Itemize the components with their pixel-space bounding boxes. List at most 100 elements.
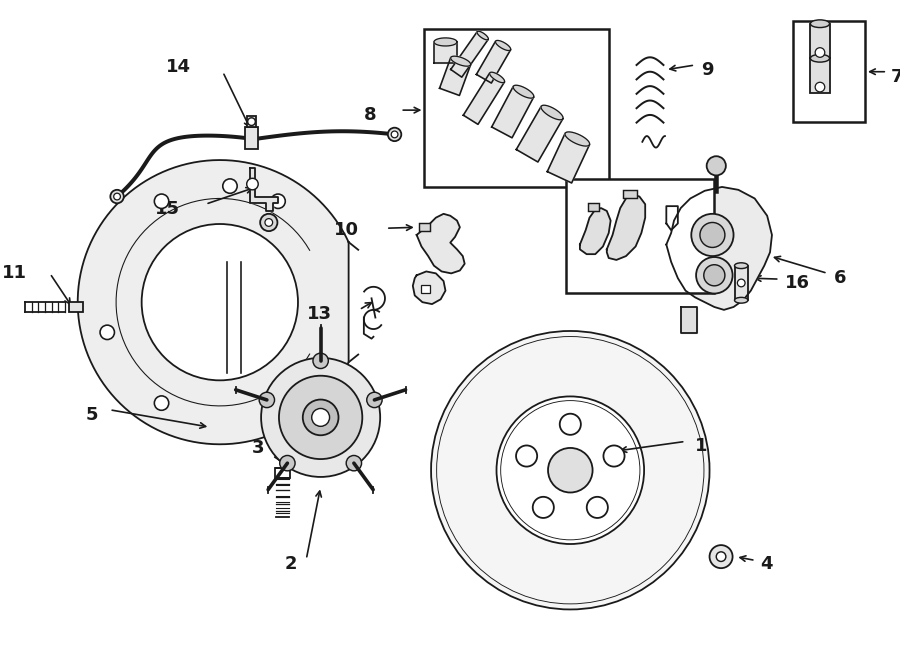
Circle shape: [706, 156, 726, 175]
Circle shape: [271, 194, 285, 208]
Circle shape: [223, 179, 238, 193]
Circle shape: [279, 375, 363, 459]
Circle shape: [700, 223, 725, 247]
Circle shape: [247, 178, 258, 190]
Circle shape: [260, 214, 277, 231]
Text: 15: 15: [155, 200, 179, 218]
Polygon shape: [607, 194, 645, 260]
Polygon shape: [434, 42, 457, 63]
Bar: [274, 468, 290, 478]
Text: 3: 3: [251, 439, 264, 457]
Text: 1: 1: [695, 437, 707, 455]
Circle shape: [560, 414, 580, 435]
Text: 8: 8: [364, 106, 376, 124]
Circle shape: [154, 194, 168, 208]
Circle shape: [587, 497, 608, 518]
Circle shape: [388, 128, 401, 141]
Circle shape: [346, 455, 362, 471]
Circle shape: [248, 118, 256, 126]
Circle shape: [259, 392, 274, 408]
Circle shape: [691, 214, 734, 256]
Polygon shape: [477, 31, 489, 40]
Bar: [810, 24, 830, 58]
Text: 16: 16: [786, 274, 810, 292]
Circle shape: [716, 552, 726, 561]
Circle shape: [311, 408, 329, 426]
Circle shape: [696, 257, 733, 293]
Circle shape: [392, 131, 398, 137]
Text: 5: 5: [86, 405, 98, 424]
Polygon shape: [541, 105, 563, 120]
Bar: [247, 116, 256, 128]
Circle shape: [261, 358, 380, 477]
Text: 13: 13: [307, 305, 332, 323]
Circle shape: [516, 446, 537, 467]
Circle shape: [548, 448, 592, 492]
Circle shape: [113, 193, 121, 200]
Polygon shape: [666, 206, 678, 230]
Polygon shape: [680, 307, 698, 333]
Text: 12: 12: [745, 235, 770, 254]
Polygon shape: [417, 214, 464, 274]
Polygon shape: [249, 168, 278, 211]
Circle shape: [815, 48, 824, 58]
Polygon shape: [476, 41, 510, 83]
Bar: [810, 58, 830, 93]
Bar: [418, 223, 430, 231]
Polygon shape: [451, 32, 488, 77]
Circle shape: [431, 331, 709, 609]
Bar: [588, 204, 599, 211]
Circle shape: [265, 219, 273, 226]
Circle shape: [141, 224, 298, 380]
Circle shape: [111, 190, 124, 204]
Circle shape: [154, 396, 168, 410]
Ellipse shape: [734, 263, 748, 268]
Circle shape: [533, 497, 554, 518]
Circle shape: [709, 545, 733, 568]
Bar: [420, 285, 430, 293]
Polygon shape: [491, 87, 534, 137]
Polygon shape: [490, 72, 505, 83]
Bar: [623, 190, 636, 198]
Polygon shape: [464, 73, 504, 124]
Ellipse shape: [810, 20, 830, 28]
Ellipse shape: [810, 54, 830, 62]
Polygon shape: [451, 56, 471, 66]
Bar: [245, 128, 258, 149]
Circle shape: [100, 325, 114, 340]
Polygon shape: [434, 38, 457, 46]
Bar: [565, 179, 715, 293]
Polygon shape: [517, 106, 562, 162]
Polygon shape: [77, 160, 348, 444]
Bar: [734, 266, 748, 300]
Polygon shape: [547, 134, 590, 183]
Text: 11: 11: [2, 264, 27, 282]
Text: 4: 4: [760, 555, 773, 573]
Circle shape: [366, 392, 382, 408]
Polygon shape: [666, 187, 772, 310]
Circle shape: [815, 82, 824, 92]
Text: 2: 2: [285, 555, 298, 573]
Text: 7: 7: [891, 67, 900, 85]
Text: 14: 14: [166, 58, 191, 76]
Polygon shape: [580, 208, 610, 254]
Circle shape: [280, 455, 295, 471]
Polygon shape: [513, 85, 534, 98]
Circle shape: [603, 446, 625, 467]
Circle shape: [737, 279, 745, 287]
Circle shape: [313, 353, 328, 369]
Circle shape: [497, 397, 644, 544]
Polygon shape: [439, 58, 471, 95]
Text: 6: 6: [833, 269, 846, 287]
Text: 9: 9: [701, 61, 714, 79]
Circle shape: [704, 264, 725, 286]
Bar: [69, 302, 84, 312]
Ellipse shape: [734, 297, 748, 303]
Bar: [793, 20, 865, 122]
Polygon shape: [565, 132, 590, 146]
Polygon shape: [413, 272, 446, 304]
Circle shape: [302, 399, 338, 435]
Bar: [424, 28, 608, 187]
Text: 10: 10: [334, 221, 359, 239]
Polygon shape: [496, 40, 510, 50]
